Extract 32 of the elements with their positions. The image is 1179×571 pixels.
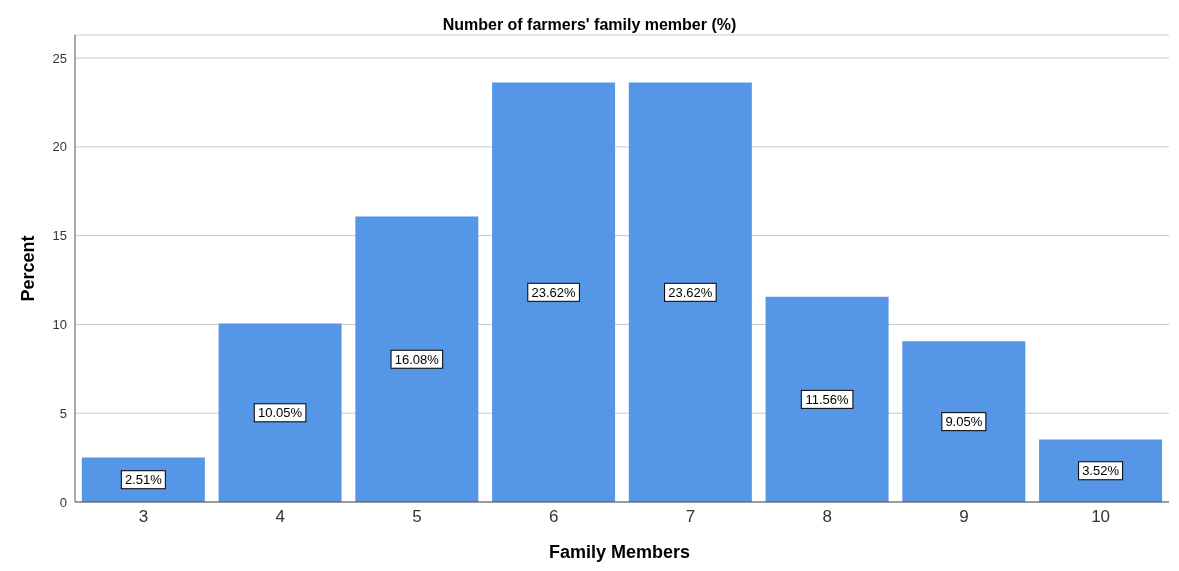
x-tick-label: 4	[275, 507, 285, 527]
bar	[902, 341, 1026, 502]
bar	[355, 216, 479, 502]
bar	[1039, 439, 1163, 502]
data-label: 9.05%	[945, 414, 983, 430]
bar	[218, 323, 342, 502]
bar	[765, 296, 889, 502]
y-tick-label: 5	[59, 405, 67, 421]
data-label: 11.56%	[805, 391, 850, 407]
y-tick-label: 25	[52, 50, 67, 66]
x-axis-title: Family Members	[547, 542, 692, 563]
data-label: 3.52%	[1082, 463, 1120, 479]
y-tick-label: 15	[52, 228, 67, 244]
x-tick-label: 3	[138, 507, 149, 527]
x-tick-label: 10	[1091, 507, 1111, 527]
y-tick-label: 20	[52, 139, 67, 155]
x-tick-label: 8	[822, 507, 832, 527]
data-label: 2.51%	[124, 472, 163, 488]
data-label: 16.08%	[394, 351, 440, 367]
data-label: 23.62%	[531, 284, 577, 300]
y-tick-label: 0	[59, 494, 67, 510]
x-tick-label: 5	[412, 507, 422, 527]
data-label: 23.62%	[668, 284, 713, 300]
x-tick-label: 7	[685, 507, 696, 527]
x-tick-label: 6	[548, 507, 559, 527]
y-axis-title: Percent	[17, 234, 39, 304]
bar	[628, 82, 752, 502]
y-tick-label: 10	[52, 317, 67, 333]
chart-title: Number of farmers' family member (%)	[441, 16, 738, 34]
data-label: 10.05%	[258, 405, 303, 421]
bar	[492, 82, 616, 502]
x-tick-label: 9	[959, 507, 969, 527]
